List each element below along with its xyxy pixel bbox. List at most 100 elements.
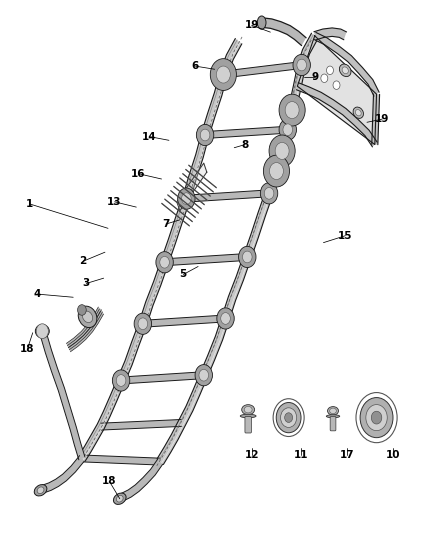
Text: 2: 2 — [80, 256, 87, 266]
Circle shape — [196, 124, 214, 146]
Text: 13: 13 — [107, 197, 122, 207]
Circle shape — [371, 411, 382, 424]
Circle shape — [264, 188, 274, 199]
Ellipse shape — [242, 405, 254, 415]
Circle shape — [321, 74, 328, 83]
Polygon shape — [314, 28, 346, 40]
Text: 4: 4 — [33, 289, 41, 299]
Circle shape — [297, 59, 307, 71]
Polygon shape — [297, 83, 377, 147]
Circle shape — [285, 413, 293, 423]
Circle shape — [210, 59, 237, 91]
Polygon shape — [297, 36, 377, 144]
Circle shape — [219, 69, 228, 80]
Polygon shape — [164, 254, 247, 265]
Circle shape — [138, 318, 148, 329]
Ellipse shape — [78, 306, 97, 328]
Circle shape — [156, 252, 173, 273]
Ellipse shape — [37, 487, 44, 494]
Text: 9: 9 — [311, 71, 318, 82]
Circle shape — [366, 405, 387, 431]
Circle shape — [239, 246, 256, 268]
Ellipse shape — [34, 484, 47, 496]
Circle shape — [269, 135, 295, 167]
Text: 1: 1 — [26, 199, 33, 209]
Polygon shape — [67, 309, 102, 350]
Polygon shape — [82, 455, 160, 465]
Circle shape — [182, 193, 191, 205]
Ellipse shape — [82, 311, 93, 322]
Polygon shape — [121, 459, 163, 501]
FancyBboxPatch shape — [330, 417, 336, 431]
Ellipse shape — [326, 415, 340, 418]
Circle shape — [269, 163, 283, 180]
Text: 6: 6 — [191, 61, 199, 71]
Polygon shape — [100, 419, 182, 430]
Polygon shape — [262, 18, 306, 46]
Circle shape — [279, 119, 297, 140]
Polygon shape — [157, 33, 318, 464]
Circle shape — [260, 183, 278, 204]
Circle shape — [275, 142, 289, 159]
Text: 3: 3 — [83, 278, 90, 288]
Polygon shape — [205, 126, 288, 139]
Circle shape — [199, 369, 208, 381]
Circle shape — [243, 251, 252, 263]
Ellipse shape — [244, 407, 252, 413]
Ellipse shape — [342, 67, 348, 74]
Polygon shape — [186, 190, 269, 202]
Circle shape — [326, 66, 333, 75]
Polygon shape — [42, 456, 84, 493]
Text: 8: 8 — [241, 140, 249, 150]
Polygon shape — [121, 372, 204, 384]
Ellipse shape — [328, 407, 339, 415]
Circle shape — [160, 256, 170, 268]
Circle shape — [215, 64, 232, 85]
Ellipse shape — [257, 16, 266, 29]
Ellipse shape — [339, 64, 351, 77]
Ellipse shape — [240, 414, 256, 418]
Text: 18: 18 — [102, 477, 117, 486]
Polygon shape — [68, 311, 104, 352]
Text: 17: 17 — [340, 450, 355, 460]
Ellipse shape — [35, 325, 49, 338]
Circle shape — [36, 324, 48, 338]
Circle shape — [333, 81, 340, 90]
Ellipse shape — [330, 408, 336, 414]
Circle shape — [283, 124, 293, 135]
Text: 12: 12 — [244, 450, 259, 460]
FancyBboxPatch shape — [245, 417, 251, 433]
Polygon shape — [223, 62, 302, 78]
Polygon shape — [79, 38, 242, 462]
Circle shape — [276, 402, 301, 433]
Text: 10: 10 — [386, 450, 400, 460]
Circle shape — [221, 313, 230, 324]
Circle shape — [134, 313, 152, 334]
Circle shape — [279, 94, 305, 126]
Ellipse shape — [355, 110, 361, 116]
Circle shape — [195, 365, 212, 386]
Polygon shape — [41, 335, 85, 460]
Text: 14: 14 — [142, 132, 157, 142]
Polygon shape — [177, 163, 207, 211]
Polygon shape — [143, 315, 226, 327]
Text: 19: 19 — [244, 20, 259, 30]
Circle shape — [360, 398, 393, 438]
Circle shape — [116, 375, 126, 386]
Text: 15: 15 — [338, 231, 353, 241]
Text: 11: 11 — [293, 450, 308, 460]
Polygon shape — [314, 33, 379, 96]
Circle shape — [217, 308, 234, 329]
Text: 5: 5 — [180, 270, 187, 279]
Circle shape — [113, 370, 130, 391]
Circle shape — [178, 188, 195, 209]
Text: 7: 7 — [162, 219, 170, 229]
Ellipse shape — [353, 107, 364, 118]
Circle shape — [293, 54, 311, 76]
Circle shape — [281, 408, 297, 427]
Text: 16: 16 — [131, 169, 146, 179]
Polygon shape — [66, 307, 102, 348]
Polygon shape — [372, 94, 380, 144]
Ellipse shape — [113, 493, 126, 504]
Text: 18: 18 — [20, 344, 35, 354]
